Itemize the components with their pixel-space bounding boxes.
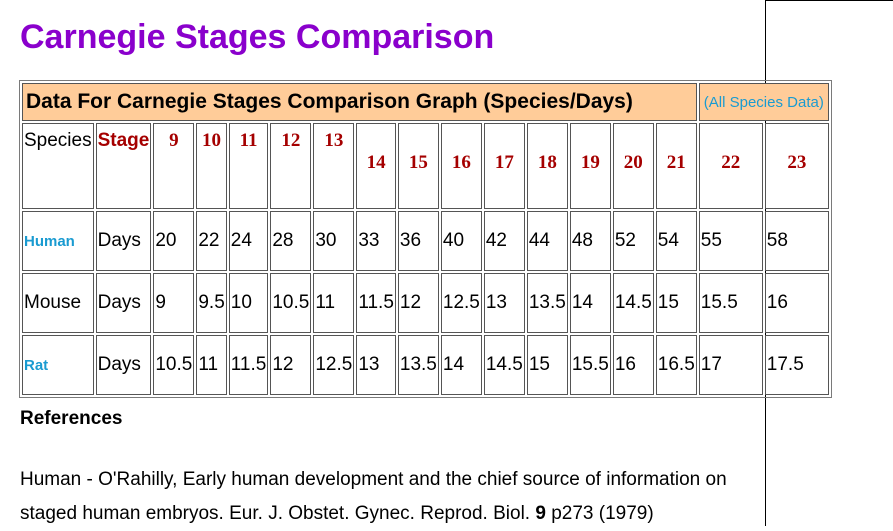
value-cell: 22 xyxy=(196,211,227,271)
value-cell: 15.5 xyxy=(569,335,611,395)
value-cell: 55 xyxy=(698,211,763,271)
table-header: Data For Carnegie Stages Comparison Grap… xyxy=(22,83,697,121)
references-heading: References xyxy=(20,408,123,429)
species-column-header: Species xyxy=(22,123,94,209)
value-cell: 30 xyxy=(313,211,355,271)
stage-header-20: 20 xyxy=(612,123,654,209)
value-cell: 9 xyxy=(153,273,195,333)
value-cell: 11.5 xyxy=(228,335,269,395)
species-cell: Human xyxy=(22,211,94,271)
value-cell: 36 xyxy=(397,211,439,271)
value-cell: 10.5 xyxy=(153,335,195,395)
unit-cell: Days xyxy=(95,335,152,395)
species-cell: Mouse xyxy=(22,273,94,333)
all-species-data-link[interactable]: (All Species Data) xyxy=(698,83,829,121)
frame-divider-top xyxy=(765,0,893,1)
value-cell: 13 xyxy=(356,335,396,395)
value-cell: 15 xyxy=(526,335,568,395)
value-cell: 11.5 xyxy=(356,273,396,333)
citation-text: Human - O'Rahilly, Early human developme… xyxy=(20,469,727,524)
value-cell: 17.5 xyxy=(764,335,829,395)
species-cell: Rat xyxy=(22,335,94,395)
stage-header-13: 13 xyxy=(313,123,355,209)
value-cell: 20 xyxy=(153,211,195,271)
value-cell: 44 xyxy=(526,211,568,271)
value-cell: 28 xyxy=(270,211,312,271)
value-cell: 14 xyxy=(440,335,482,395)
value-cell: 13.5 xyxy=(397,335,439,395)
table-row: Rat Days 10.5 11 11.5 12 12.5 13 13.5 14 14.5 15 15.… xyxy=(22,335,829,395)
citation-volume: 9 xyxy=(535,503,546,524)
value-cell: 54 xyxy=(655,211,697,271)
species-link[interactable]: Human xyxy=(24,233,75,250)
value-cell: 11 xyxy=(196,335,227,395)
value-cell: 12.5 xyxy=(313,335,355,395)
value-cell: 9.5 xyxy=(196,273,227,333)
stage-header-17: 17 xyxy=(483,123,525,209)
value-cell: 13.5 xyxy=(526,273,568,333)
stage-header-10: 10 xyxy=(196,123,227,209)
stage-header-11: 11 xyxy=(228,123,269,209)
value-cell: 16 xyxy=(764,273,829,333)
value-cell: 58 xyxy=(764,211,829,271)
value-cell: 10 xyxy=(228,273,269,333)
species-label: Mouse xyxy=(24,292,82,313)
unit-cell: Days xyxy=(95,273,152,333)
stage-column-header: Stage xyxy=(95,123,152,209)
value-cell: 15 xyxy=(655,273,697,333)
value-cell: 12 xyxy=(270,335,312,395)
value-cell: 14.5 xyxy=(612,273,654,333)
stage-header-12: 12 xyxy=(270,123,312,209)
value-cell: 16 xyxy=(612,335,654,395)
carnegie-stages-table: Data For Carnegie Stages Comparison Grap… xyxy=(19,80,832,398)
value-cell: 48 xyxy=(569,211,611,271)
stage-row: Species Stage 9 10 11 12 13 14 15 16 17 18 19 20 21 2… xyxy=(22,123,829,209)
unit-cell: Days xyxy=(95,211,152,271)
value-cell: 42 xyxy=(483,211,525,271)
reference-citation: Human - O'Rahilly, Early human developme… xyxy=(20,463,760,531)
value-cell: 10.5 xyxy=(270,273,312,333)
value-cell: 11 xyxy=(313,273,355,333)
stage-header-14: 14 xyxy=(356,123,396,209)
value-cell: 14.5 xyxy=(483,335,525,395)
stage-header-15: 15 xyxy=(397,123,439,209)
table-header-row: Data For Carnegie Stages Comparison Grap… xyxy=(22,83,829,121)
value-cell: 52 xyxy=(612,211,654,271)
stage-header-23: 23 xyxy=(764,123,829,209)
value-cell: 14 xyxy=(569,273,611,333)
table-row: Mouse Days 9 9.5 10 10.5 11 11.5 12 12.5 13 13.5 14 1… xyxy=(22,273,829,333)
stage-header-9: 9 xyxy=(153,123,195,209)
stage-header-19: 19 xyxy=(569,123,611,209)
value-cell: 15.5 xyxy=(698,273,763,333)
value-cell: 24 xyxy=(228,211,269,271)
value-cell: 12.5 xyxy=(440,273,482,333)
table-row: Human Days 20 22 24 28 30 33 36 40 42 44 48 52 54 55 58 xyxy=(22,211,829,271)
value-cell: 12 xyxy=(397,273,439,333)
citation-pages: p273 (1979) xyxy=(545,503,654,524)
value-cell: 17 xyxy=(698,335,763,395)
value-cell: 33 xyxy=(356,211,396,271)
stage-header-22: 22 xyxy=(698,123,763,209)
page-title: Carnegie Stages Comparison xyxy=(20,18,495,56)
value-cell: 40 xyxy=(440,211,482,271)
value-cell: 16.5 xyxy=(655,335,697,395)
value-cell: 13 xyxy=(483,273,525,333)
stage-header-16: 16 xyxy=(440,123,482,209)
stage-header-21: 21 xyxy=(655,123,697,209)
stage-header-18: 18 xyxy=(526,123,568,209)
species-link[interactable]: Rat xyxy=(24,357,49,374)
